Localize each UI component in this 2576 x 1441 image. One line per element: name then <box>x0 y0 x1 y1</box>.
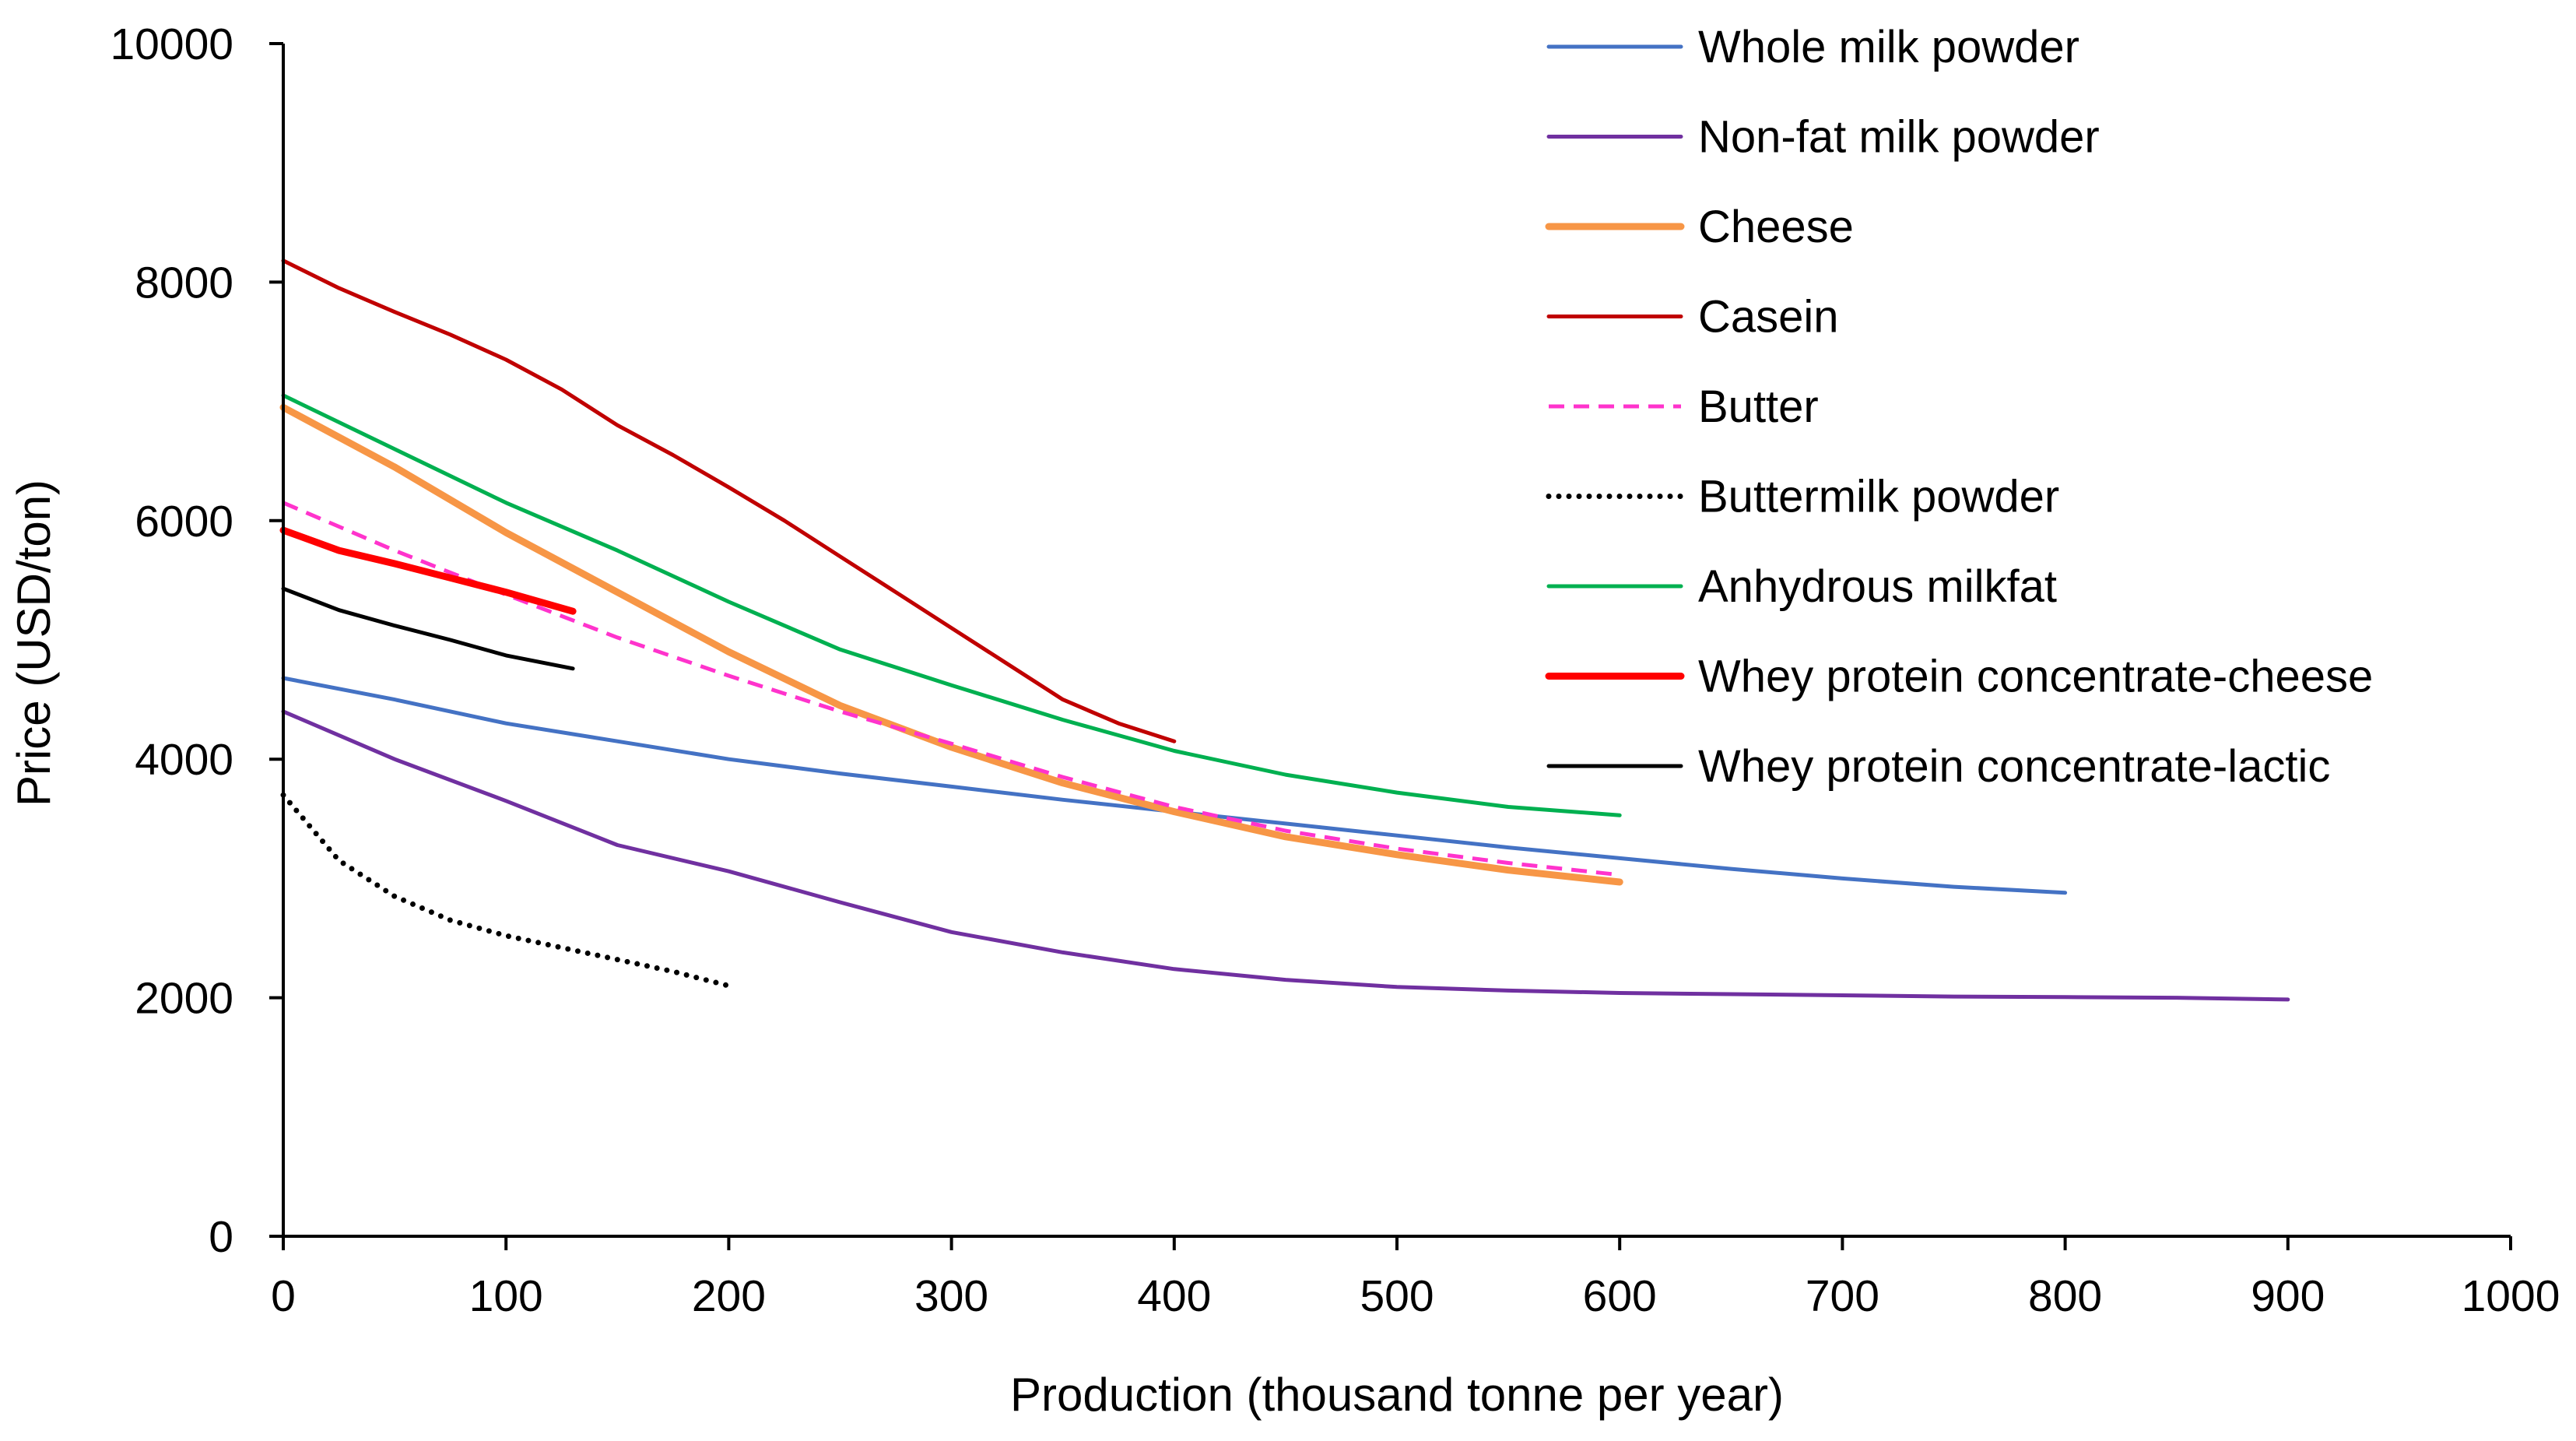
x-tick-label: 300 <box>914 1271 988 1321</box>
y-tick-label: 10000 <box>110 19 233 69</box>
x-axis-title: Production (thousand tonne per year) <box>1010 1369 1784 1421</box>
y-axis-ticks: 0 2000 4000 6000 8000 10000 <box>110 19 283 1262</box>
legend-label: Cheese <box>1698 202 1854 252</box>
x-tick-label: 900 <box>2251 1271 2325 1321</box>
series-line-anhydrous-milkfat <box>281 393 1622 817</box>
x-axis-ticks: 0 100 200 300 400 500 600 700 800 900 1000 <box>271 1236 2560 1321</box>
legend: Whole milk powder Non-fat milk powder Chee… <box>1545 22 2373 792</box>
legend-item-anhydrous-milkfat: Anhydrous milkfat <box>1546 561 2057 612</box>
x-tick-label: 400 <box>1137 1271 1211 1321</box>
legend-label: Whole milk powder <box>1698 22 2079 72</box>
x-tick-label: 200 <box>692 1271 766 1321</box>
series-line-butter <box>283 501 1620 877</box>
y-tick-label: 6000 <box>135 497 233 547</box>
legend-label: Butter <box>1698 381 1819 432</box>
legend-item-non-fat-milk-powder: Non-fat milk powder <box>1546 112 2100 163</box>
legend-label: Whey protein concentrate-cheese <box>1698 652 2373 702</box>
legend-item-whole-milk-powder: Whole milk powder <box>1546 22 2079 72</box>
x-tick-label: 600 <box>1583 1271 1657 1321</box>
legend-label: Anhydrous milkfat <box>1698 561 2057 612</box>
legend-item-cheese: Cheese <box>1545 202 1854 252</box>
series-line-whey-protein-concentrate-cheese <box>279 526 577 615</box>
series-line-non-fat-milk-powder <box>281 709 2290 1002</box>
x-tick-label: 0 <box>271 1271 296 1321</box>
legend-item-whey-protein-concentrate-lactic: Whey protein concentrate-lactic <box>1546 741 2330 792</box>
series-line-cheese <box>279 403 1623 886</box>
x-tick-label: 1000 <box>2462 1271 2560 1321</box>
x-tick-label: 500 <box>1360 1271 1434 1321</box>
legend-item-buttermilk-powder: Buttermilk powder <box>1546 472 2059 522</box>
series-line-casein <box>281 258 1177 743</box>
x-tick-label: 700 <box>1806 1271 1879 1321</box>
x-tick-label: 800 <box>2028 1271 2102 1321</box>
x-tick-label: 100 <box>469 1271 543 1321</box>
series-layer <box>279 258 2290 1002</box>
y-tick-label: 0 <box>209 1212 233 1262</box>
legend-label: Whey protein concentrate-lactic <box>1698 741 2330 792</box>
series-line-whey-protein-concentrate-lactic <box>281 586 575 671</box>
y-tick-label: 8000 <box>135 258 233 308</box>
y-tick-label: 4000 <box>135 735 233 785</box>
legend-label: Casein <box>1698 292 1839 343</box>
plot-area: 0 100 200 300 400 500 600 700 800 900 1000 0 2000 40… <box>110 19 2560 1321</box>
legend-item-casein: Casein <box>1546 292 1839 343</box>
legend-item-whey-protein-concentrate-cheese: Whey protein concentrate-cheese <box>1545 652 2373 702</box>
series-line-buttermilk-powder <box>280 792 732 989</box>
y-axis-title: Price (USD/ton) <box>8 480 60 807</box>
legend-item-butter: Butter <box>1549 381 1819 432</box>
legend-label: Non-fat milk powder <box>1698 112 2100 163</box>
legend-label: Buttermilk powder <box>1698 472 2059 522</box>
y-tick-label: 2000 <box>135 974 233 1024</box>
